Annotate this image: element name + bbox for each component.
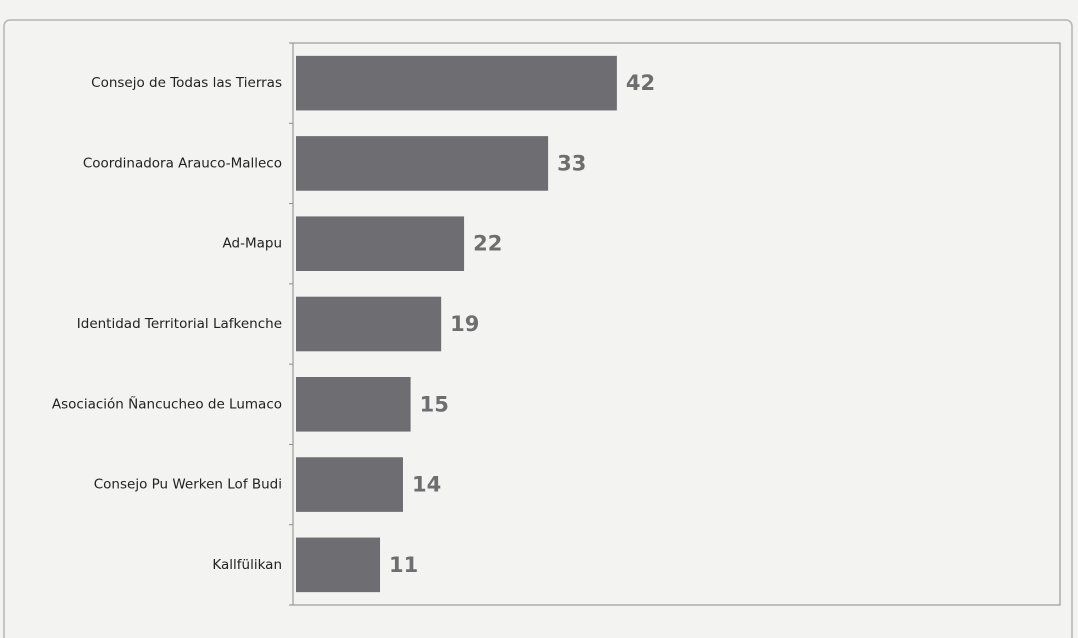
value-label: 11 <box>389 553 418 577</box>
bar <box>296 537 381 593</box>
plot-area <box>292 42 1061 606</box>
category-label: Kallfülikan <box>212 557 282 573</box>
bar <box>296 216 465 272</box>
category-label: Consejo de Todas las Tierras <box>91 75 282 91</box>
bar <box>296 376 411 432</box>
category-label: Ad-Mapu <box>223 236 282 252</box>
value-label: 42 <box>626 71 655 95</box>
value-label: 22 <box>473 232 502 256</box>
frame <box>3 19 1073 638</box>
value-label: 14 <box>412 473 441 497</box>
bar <box>296 55 617 111</box>
category-label: Coordinadora Arauco-Malleco <box>83 155 282 171</box>
bar <box>296 136 549 191</box>
category-label: Identidad Territorial Lafkenche <box>77 316 282 332</box>
category-label: Consejo Pu Werken Lof Budi <box>94 477 282 493</box>
category-label: Asociación Ñancucheo de Lumaco <box>52 395 282 412</box>
bar <box>296 296 442 352</box>
value-label: 15 <box>420 392 449 416</box>
bar <box>296 457 403 512</box>
value-label: 19 <box>450 312 479 336</box>
value-label: 33 <box>557 151 586 175</box>
